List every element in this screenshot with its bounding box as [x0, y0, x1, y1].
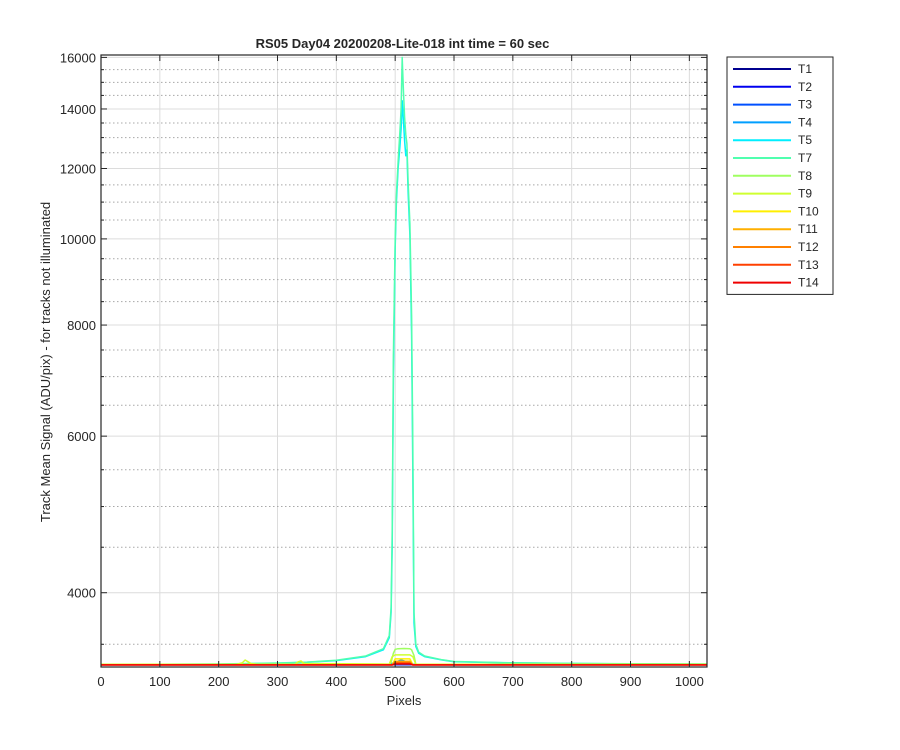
- legend-label-t10: T10: [798, 204, 819, 218]
- series-line-t8: [101, 647, 707, 666]
- y-tick-label: 14000: [60, 102, 96, 117]
- x-tick-label: 600: [443, 674, 465, 689]
- series-line-t14: [101, 663, 707, 666]
- legend-label-t1: T1: [798, 62, 812, 76]
- legend-label-t9: T9: [798, 187, 812, 201]
- y-tick-label: 8000: [67, 318, 96, 333]
- x-tick-label: 100: [149, 674, 171, 689]
- x-tick-label: 0: [97, 674, 104, 689]
- legend-label-t14: T14: [798, 276, 819, 290]
- legend-label-t11: T11: [798, 222, 818, 236]
- x-tick-label: 1000: [675, 674, 704, 689]
- x-axis-label: Pixels: [387, 693, 422, 708]
- y-tick-label: 6000: [67, 429, 96, 444]
- legend: T1 T2 T3 T4 T5 T7 T8 T9 T10 T11 T12 T13 T14: [726, 56, 834, 295]
- x-tick-label: 500: [384, 674, 406, 689]
- legend-label-t7: T7: [798, 151, 812, 165]
- y-tick-label: 16000: [60, 50, 96, 65]
- x-tick-label: 400: [325, 674, 347, 689]
- x-tick-label: 700: [502, 674, 524, 689]
- legend-label-t4: T4: [798, 115, 812, 129]
- legend-label-t12: T12: [798, 240, 819, 254]
- legend-label-t3: T3: [798, 98, 812, 112]
- legend-label-t8: T8: [798, 169, 812, 183]
- x-tick-label: 800: [561, 674, 583, 689]
- legend-label-t5: T5: [798, 133, 812, 147]
- grid-lines: [100, 55, 707, 667]
- axes: 0 100 200 300 400 500 600 700 800 900 1000 4000 6000…: [60, 50, 708, 689]
- x-tick-label: 900: [620, 674, 642, 689]
- series-line-t7: [101, 56, 707, 666]
- legend-label-t2: T2: [798, 80, 812, 94]
- x-tick-label: 300: [267, 674, 289, 689]
- y-axis-label: Track Mean Signal (ADU/pix) - for tracks…: [38, 202, 53, 522]
- plot-frame: [100, 54, 708, 668]
- series-line-t9: [101, 654, 707, 666]
- y-tick-label: 10000: [60, 232, 96, 247]
- y-tick-label: 12000: [60, 161, 96, 176]
- plot-area: [101, 55, 707, 667]
- legend-label-t13: T13: [798, 258, 819, 272]
- series-lines: [101, 56, 707, 666]
- x-tick-label: 200: [208, 674, 230, 689]
- y-tick-label: 4000: [67, 586, 96, 601]
- chart-title: RS05 Day04 20200208-Lite-018 int time = …: [256, 36, 550, 51]
